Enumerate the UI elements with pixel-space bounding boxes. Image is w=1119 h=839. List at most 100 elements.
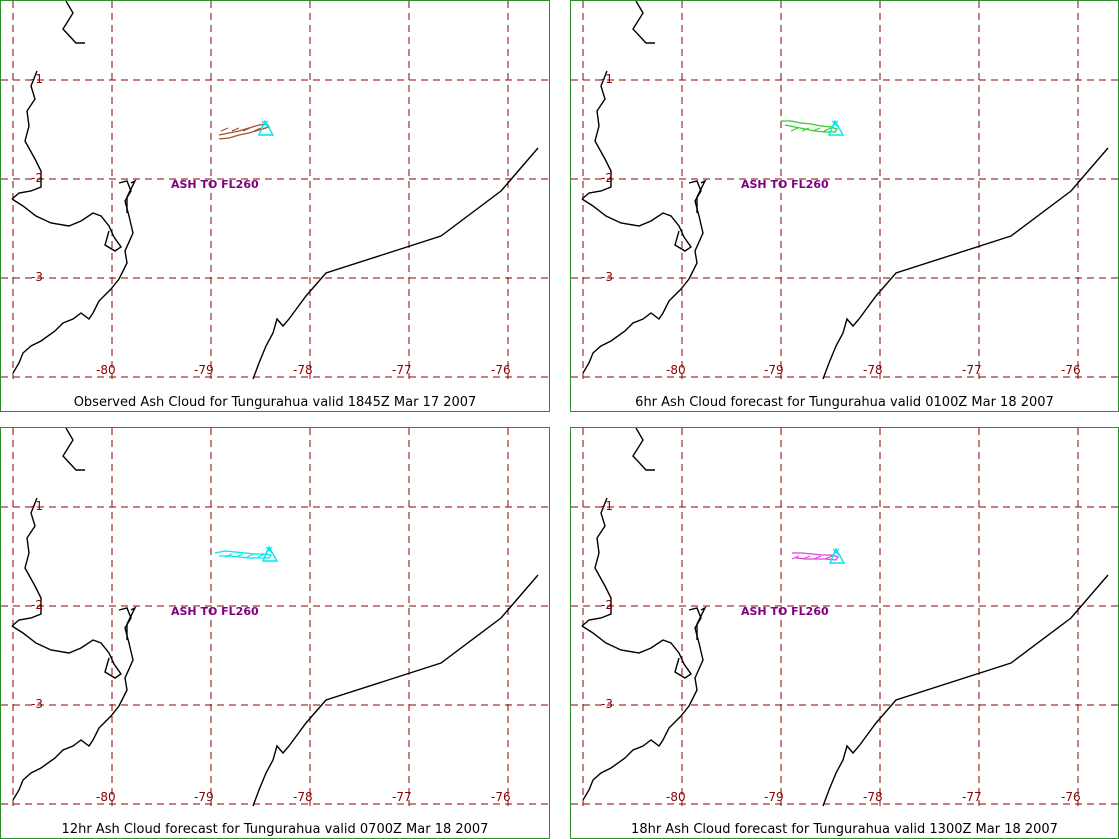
ash-cloud-hatch xyxy=(242,127,251,132)
coastline xyxy=(62,1,85,44)
latitude-label: -3 xyxy=(31,697,43,711)
volcano-triangle xyxy=(827,119,845,136)
ash-cloud-hatch xyxy=(813,555,822,560)
longitude-label: -78 xyxy=(863,790,883,804)
ash-cloud xyxy=(781,120,839,133)
latitude-label: -1 xyxy=(31,499,43,513)
ash-height-label: ASH TO FL260 xyxy=(741,178,829,191)
volcano-marker-icon xyxy=(827,119,845,136)
ash-cloud-outline xyxy=(781,120,839,133)
longitude-label: -76 xyxy=(491,363,511,377)
coastline xyxy=(581,70,612,200)
panel-caption: Observed Ash Cloud for Tungurahua valid … xyxy=(73,395,477,410)
panel-caption: 12hr Ash Cloud forecast for Tungurahua v… xyxy=(61,822,489,837)
ash-cloud-hatch xyxy=(257,553,266,558)
ash-cloud xyxy=(791,552,840,561)
coastline xyxy=(62,428,85,471)
ash-cloud-hatch xyxy=(253,127,262,132)
longitude-label: -77 xyxy=(392,363,412,377)
latitude-label: -2 xyxy=(31,598,43,612)
coastline xyxy=(822,574,1109,807)
latitude-label: -1 xyxy=(601,499,613,513)
coastline xyxy=(126,606,137,640)
coastline xyxy=(11,198,122,252)
longitude-label: -79 xyxy=(194,790,214,804)
ash-cloud-hatch xyxy=(220,127,229,132)
panel-caption: 6hr Ash Cloud forecast for Tungurahua va… xyxy=(635,395,1054,410)
coastline xyxy=(252,574,539,807)
ash-cloud-outline xyxy=(792,552,840,561)
volcano-marker-icon xyxy=(257,119,275,136)
latitude-label: -1 xyxy=(31,72,43,86)
longitude-label: -77 xyxy=(962,363,982,377)
coastline xyxy=(696,179,707,213)
longitude-label: -80 xyxy=(666,363,686,377)
coastline xyxy=(581,497,612,627)
coastline xyxy=(126,179,137,213)
latitude-label: -3 xyxy=(601,697,613,711)
panel-caption: 18hr Ash Cloud forecast for Tungurahua v… xyxy=(631,822,1058,837)
longitude-label: -80 xyxy=(96,790,116,804)
coastline xyxy=(11,497,42,627)
ash-map-observed: -1 -2 -3 -80 -79 -78 -77 -76 ASH TO FL260 xyxy=(1,1,549,380)
longitude-label: -76 xyxy=(1061,363,1081,377)
longitude-label: -77 xyxy=(962,790,982,804)
ash-cloud-hatch xyxy=(801,127,810,132)
longitude-label: -78 xyxy=(863,363,883,377)
latitude-label: -3 xyxy=(31,270,43,284)
ash-cloud-hatch xyxy=(235,553,244,558)
ash-map-18hr: -1 -2 -3 -80 -79 -78 -77 -76 ASH TO FL260 xyxy=(571,428,1118,807)
ash-map-12hr: -1 -2 -3 -80 -79 -78 -77 -76 ASH TO FL260 xyxy=(1,428,549,807)
longitude-label: -76 xyxy=(491,790,511,804)
ash-height-label: ASH TO FL260 xyxy=(171,178,259,191)
coastline xyxy=(581,198,692,252)
longitude-label: -79 xyxy=(194,363,214,377)
ash-cloud-hatch xyxy=(812,127,821,132)
ash-cloud-hatch xyxy=(224,553,233,558)
longitude-label: -77 xyxy=(392,790,412,804)
latitude-label: -1 xyxy=(601,72,613,86)
coastline xyxy=(581,625,692,679)
volcano-star-stroke xyxy=(831,120,839,128)
latitude-label: -2 xyxy=(601,171,613,185)
ash-cloud-outline xyxy=(218,123,271,140)
volcano-star-stroke xyxy=(832,548,840,556)
coastline xyxy=(696,606,707,640)
ash-cloud-hatch xyxy=(824,555,833,560)
ash-cloud xyxy=(214,550,273,559)
ash-cloud-hatch xyxy=(246,553,255,558)
latitude-label: -2 xyxy=(31,171,43,185)
volcano-star-stroke xyxy=(265,546,273,554)
coastline xyxy=(822,147,1109,380)
ash-cloud-hatch xyxy=(802,555,811,560)
ash-height-label: ASH TO FL260 xyxy=(741,605,829,618)
coastline xyxy=(11,625,122,679)
volcano-triangle xyxy=(261,545,279,562)
longitude-label: -80 xyxy=(96,363,116,377)
ash-cloud-hatch xyxy=(791,555,800,560)
ash-height-label: ASH TO FL260 xyxy=(171,605,259,618)
volcano-marker-icon xyxy=(828,547,846,564)
ash-map-6hr: -1 -2 -3 -80 -79 -78 -77 -76 ASH TO FL260 xyxy=(571,1,1118,380)
ash-cloud-hatch xyxy=(790,127,799,132)
ash-cloud xyxy=(218,123,271,140)
latitude-label: -3 xyxy=(601,270,613,284)
coastline xyxy=(632,428,655,471)
map-panel-12hr: -1 -2 -3 -80 -79 -78 -77 -76 ASH TO FL260 12hr A… xyxy=(0,427,550,839)
ash-cloud-outline xyxy=(214,550,273,559)
longitude-label: -79 xyxy=(764,363,784,377)
map-panel-18hr: -1 -2 -3 -80 -79 -78 -77 -76 ASH TO FL260 18hr A… xyxy=(570,427,1119,839)
map-panel-observed: -1 -2 -3 -80 -79 -78 -77 -76 ASH TO FL260 Observ… xyxy=(0,0,550,412)
ash-cloud-hatch xyxy=(231,127,240,132)
volcano-triangle xyxy=(257,119,275,136)
coastline xyxy=(632,1,655,44)
volcano-star-stroke xyxy=(261,120,269,128)
longitude-label: -80 xyxy=(666,790,686,804)
ash-cloud-hatch xyxy=(823,127,832,132)
coastline xyxy=(252,147,539,380)
map-panel-6hr: -1 -2 -3 -80 -79 -78 -77 -76 ASH TO FL260 6hr As… xyxy=(570,0,1119,412)
latitude-label: -2 xyxy=(601,598,613,612)
coastline xyxy=(11,70,42,200)
volcano-triangle xyxy=(828,547,846,564)
longitude-label: -78 xyxy=(293,790,313,804)
